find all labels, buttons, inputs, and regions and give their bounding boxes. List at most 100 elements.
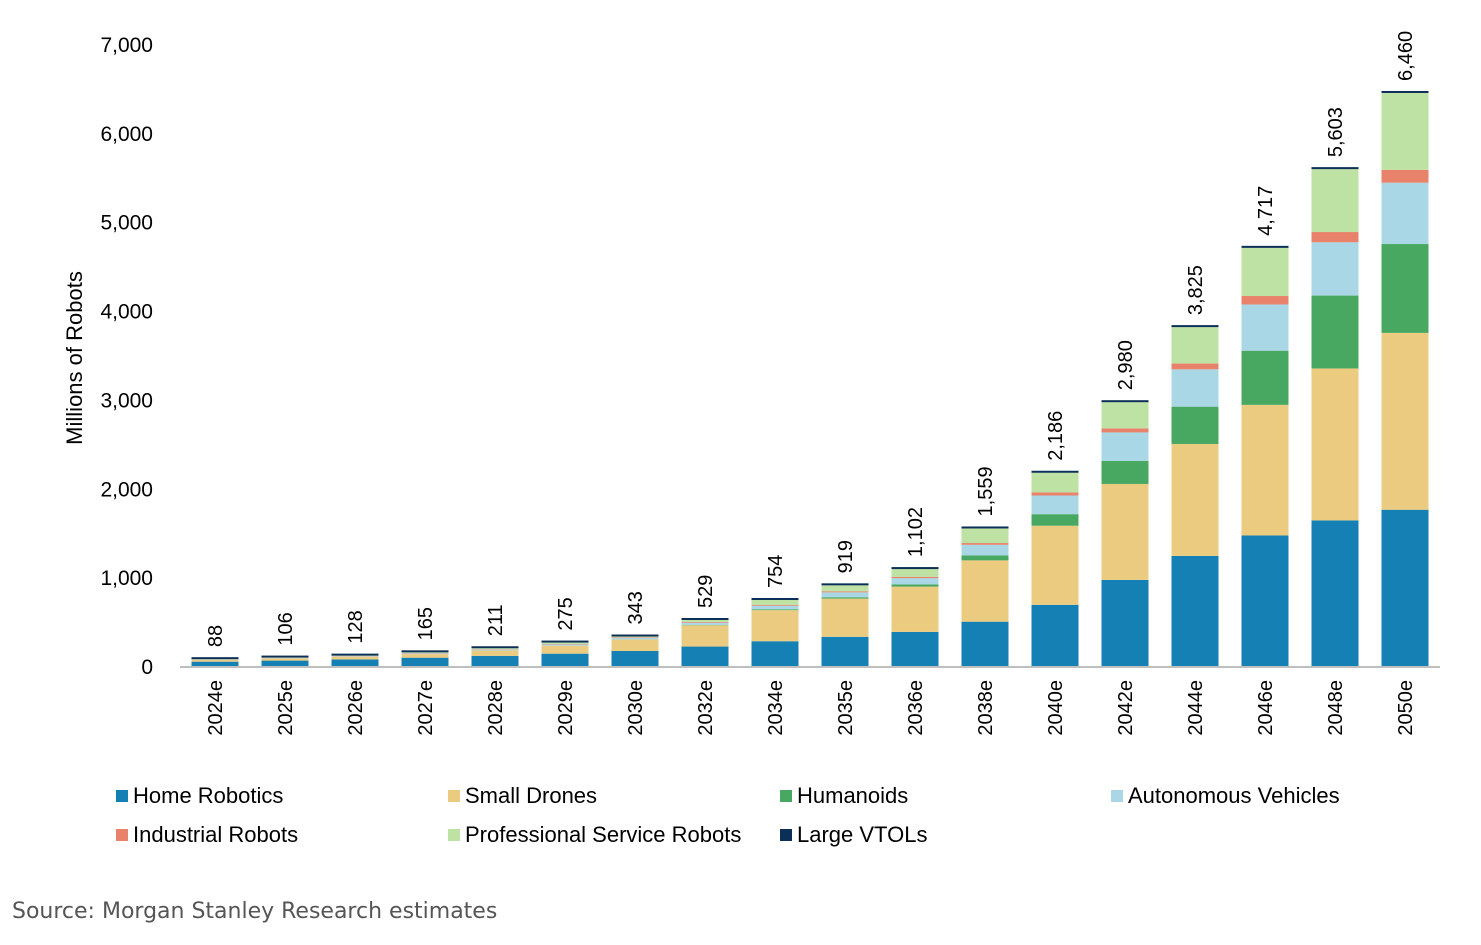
bar-segment-autonomous-vehicles [1241,304,1289,351]
bar-segment-small-drones [1381,332,1429,510]
legend-item-professional-service-robots: Professional Service Robots [448,822,741,848]
total-label: 106 [275,612,297,645]
bar-segment-industrial-robots [1171,363,1219,370]
legend-item-industrial-robots: Industrial Robots [116,822,298,848]
bar-segment-small-drones [261,658,309,661]
bar-segment-large-vtols [681,617,729,620]
bar-segment-professional-service-robots [541,642,589,644]
bar-segment-humanoids [961,555,1009,561]
y-tick-label: 7,000 [100,34,153,57]
bar-segment-home-robotics [1171,555,1219,667]
bar-segment-home-robotics [401,657,449,667]
bar-segment-professional-service-robots [1101,402,1149,429]
bar-segment-large-vtols [611,634,659,637]
bar-segment-home-robotics [821,636,869,667]
bar-segment-humanoids [751,609,799,611]
bar-segment-industrial-robots [1101,428,1149,433]
x-tick-label: 2038e [975,680,997,736]
legend: Home Robotics Small Drones Humanoids Aut… [116,783,1446,863]
bar-segment-humanoids [1101,460,1149,484]
bar-segment-humanoids [821,597,869,599]
legend-item-small-drones: Small Drones [448,783,597,809]
bar-segment-home-robotics [1101,579,1149,667]
total-label: 128 [345,610,367,643]
bar-segment-large-vtols [1031,470,1079,473]
bar-segment-autonomous-vehicles [401,653,449,655]
bar-segment-autonomous-vehicles [331,656,379,657]
bar-segment-autonomous-vehicles [541,644,589,646]
total-label: 5,603 [1325,107,1347,157]
x-tick-label: 2040e [1045,680,1067,736]
bar-segment-small-drones [681,625,729,647]
y-axis: 0 1,000 2,000 3,000 4,000 5,000 6,000 7,000 [100,34,153,679]
bar-segment-professional-service-robots [821,585,869,592]
bar-segment-professional-service-robots [1241,247,1289,297]
bar-segment-autonomous-vehicles [1381,182,1429,245]
x-tick-label: 2042e [1115,680,1137,736]
x-tick-label: 2030e [625,680,647,736]
y-tick-label: 1,000 [100,567,153,590]
bar-segment-small-drones [471,650,519,656]
total-label: 343 [625,591,647,624]
bar-segment-home-robotics [1311,520,1359,667]
bar-segment-professional-service-robots [401,652,449,654]
total-labels: 88 106 128 165 211 275 343 529 754 919 1,102 1,559 2… [205,31,1417,647]
x-tick-label: 2048e [1325,680,1347,736]
legend-item-large-vtols: Large VTOLs [780,822,927,848]
source-note: Source: Morgan Stanley Research estimate… [12,899,498,924]
total-label: 6,460 [1395,31,1417,81]
x-tick-label: 2025e [275,680,297,736]
bar-segment-home-robotics [471,655,519,667]
bar-segment-professional-service-robots [891,569,939,577]
bar-segment-professional-service-robots [471,648,519,650]
bar-segment-large-vtols [1381,90,1429,93]
legend-label: Small Drones [465,783,598,808]
bar-segment-home-robotics [681,646,729,667]
total-label: 3,825 [1185,265,1207,315]
bar-segment-home-robotics [331,659,379,667]
bar-segment-large-vtols [821,583,869,586]
x-tick-label: 2032e [695,680,717,736]
bar-segment-home-robotics [611,651,659,667]
bar-segment-industrial-robots [541,643,589,645]
bar-segment-home-robotics [751,641,799,667]
bar-segment-autonomous-vehicles [751,605,799,610]
bar-segment-small-drones [1101,483,1149,580]
total-label: 165 [415,607,437,640]
total-label: 919 [835,540,857,573]
legend-swatch [448,790,460,802]
bar-segment-professional-service-robots [1031,472,1079,493]
bar-segment-professional-service-robots [751,600,799,605]
bar-segment-humanoids [1171,406,1219,444]
legend-swatch [116,829,128,841]
legend-item-humanoids: Humanoids [780,783,908,809]
bar-segment-humanoids [1031,514,1079,526]
legend-label: Humanoids [797,783,909,808]
bar-segment-professional-service-robots [611,636,659,638]
bar-segment-professional-service-robots [1381,92,1429,170]
bar-segment-professional-service-robots [1171,327,1219,364]
bar-segment-small-drones [191,659,239,662]
bar-segment-small-drones [961,560,1009,622]
bar-segment-humanoids [891,584,939,587]
bar-segment-industrial-robots [1241,296,1289,305]
y-tick-label: 6,000 [100,123,153,146]
x-tick-label: 2027e [415,680,437,736]
bar-segment-industrial-robots [681,621,729,623]
bar-segment-industrial-robots [821,591,869,593]
bar-segment-autonomous-vehicles [891,578,939,585]
bar-segment-small-drones [401,654,449,658]
bar-segment-autonomous-vehicles [1171,369,1219,407]
bar-segment-small-drones [1171,443,1219,556]
bar-segment-professional-service-robots [961,528,1009,544]
x-tick-label: 2046e [1255,680,1277,736]
legend-swatch [116,790,128,802]
bar-segment-small-drones [1031,525,1079,605]
bar-segment-small-drones [611,639,659,652]
bar-segment-autonomous-vehicles [1101,432,1149,461]
bar-segment-large-vtols [961,526,1009,529]
bar-segment-home-robotics [1031,604,1079,667]
legend-label: Autonomous Vehicles [1128,783,1340,808]
bar-segment-large-vtols [1171,325,1219,328]
bar-segment-large-vtols [261,655,309,658]
